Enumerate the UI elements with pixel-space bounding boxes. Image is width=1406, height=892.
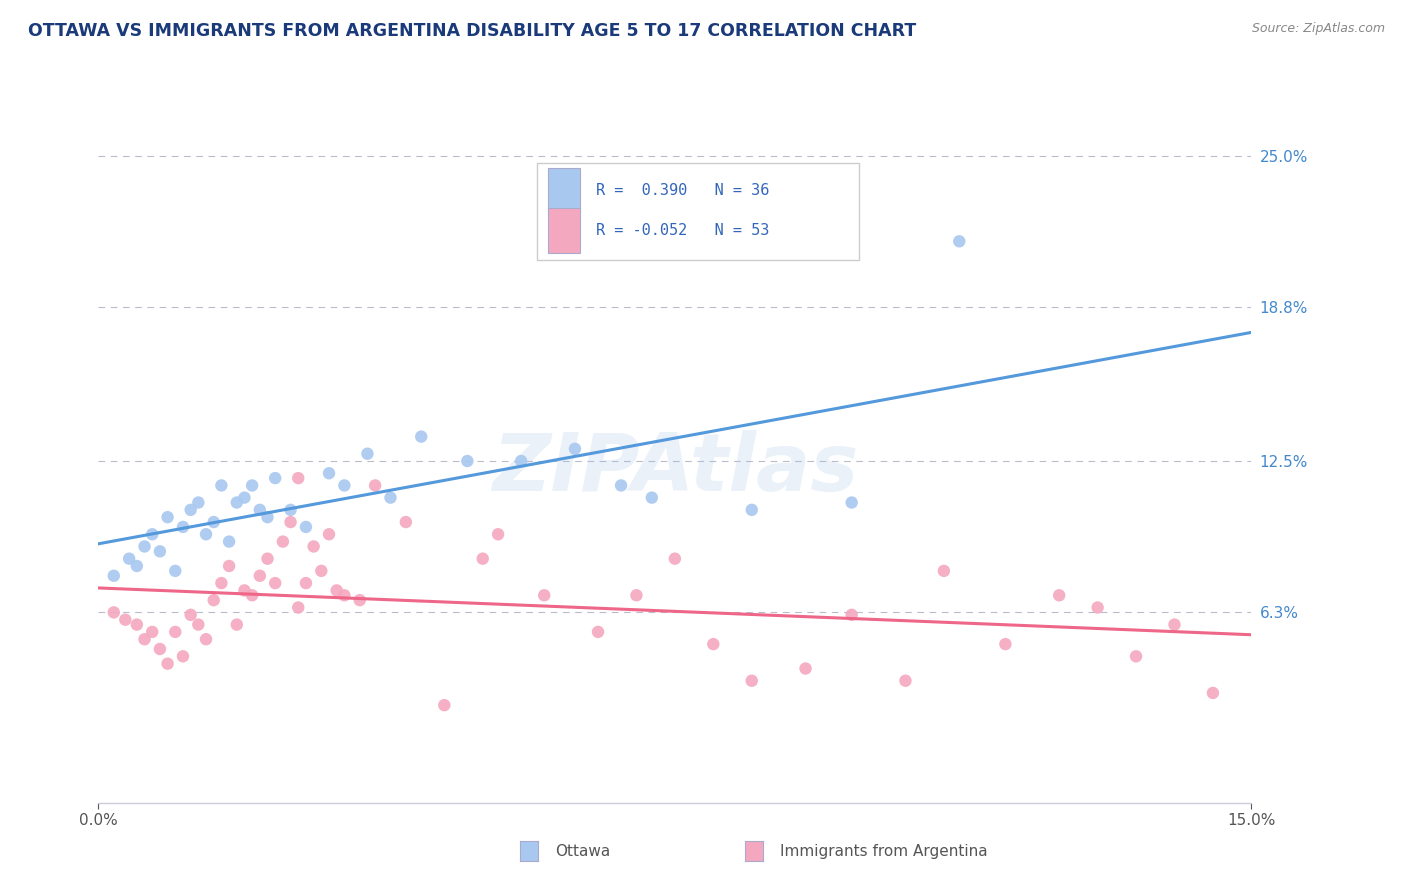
Point <box>564 442 586 456</box>
Point <box>202 515 225 529</box>
Point <box>994 637 1017 651</box>
Point <box>287 471 309 485</box>
Point <box>165 564 187 578</box>
Point <box>280 515 302 529</box>
Point <box>103 568 125 582</box>
Point <box>264 576 287 591</box>
Point <box>165 624 187 639</box>
FancyBboxPatch shape <box>548 168 581 213</box>
Point <box>209 576 232 591</box>
Point <box>287 600 309 615</box>
Point <box>311 564 333 578</box>
Point <box>149 642 172 657</box>
Point <box>295 576 318 591</box>
Point <box>1047 588 1070 602</box>
Point <box>249 503 271 517</box>
Point <box>195 632 218 647</box>
Point <box>610 478 633 492</box>
Point <box>356 447 378 461</box>
Point <box>510 454 533 468</box>
Point <box>433 698 456 713</box>
Point <box>302 540 325 554</box>
Point <box>325 583 347 598</box>
Point <box>218 559 240 574</box>
Point <box>1163 617 1185 632</box>
Point <box>256 551 278 566</box>
Point <box>256 510 278 524</box>
Point <box>187 617 209 632</box>
Point <box>1087 600 1109 615</box>
Point <box>295 520 318 534</box>
Point <box>134 632 156 647</box>
Point <box>333 478 356 492</box>
Point <box>794 661 817 675</box>
Point <box>180 503 202 517</box>
Point <box>471 551 494 566</box>
Point <box>202 593 225 607</box>
Point <box>149 544 172 558</box>
FancyBboxPatch shape <box>537 162 859 260</box>
Point <box>318 527 340 541</box>
Point <box>364 478 387 492</box>
Point <box>172 649 194 664</box>
Point <box>103 606 125 620</box>
Text: R = -0.052   N = 53: R = -0.052 N = 53 <box>596 223 770 238</box>
Point <box>134 540 156 554</box>
Point <box>741 673 763 688</box>
Point <box>180 607 202 622</box>
Point <box>894 673 917 688</box>
Point <box>225 495 247 509</box>
Point <box>209 478 232 492</box>
Point <box>486 527 509 541</box>
Text: ZIPAtlas: ZIPAtlas <box>492 430 858 508</box>
Point <box>395 515 418 529</box>
Point <box>841 495 863 509</box>
Point <box>233 583 256 598</box>
Point <box>841 607 863 622</box>
Point <box>456 454 478 468</box>
Point <box>280 503 302 517</box>
Point <box>233 491 256 505</box>
Point <box>218 534 240 549</box>
Text: Immigrants from Argentina: Immigrants from Argentina <box>780 845 988 859</box>
Point <box>125 617 148 632</box>
Point <box>626 588 648 602</box>
Point <box>125 559 148 574</box>
Point <box>318 467 340 481</box>
Point <box>349 593 371 607</box>
Point <box>249 568 271 582</box>
Text: R =  0.390   N = 36: R = 0.390 N = 36 <box>596 183 770 198</box>
Text: OTTAWA VS IMMIGRANTS FROM ARGENTINA DISABILITY AGE 5 TO 17 CORRELATION CHART: OTTAWA VS IMMIGRANTS FROM ARGENTINA DISA… <box>28 22 917 40</box>
Point <box>195 527 218 541</box>
Point <box>114 613 136 627</box>
Point <box>156 510 179 524</box>
Point <box>380 491 402 505</box>
Point <box>1125 649 1147 664</box>
Point <box>172 520 194 534</box>
Point <box>156 657 179 671</box>
FancyBboxPatch shape <box>548 208 581 253</box>
Point <box>948 235 970 249</box>
Point <box>187 495 209 509</box>
Point <box>741 503 763 517</box>
Text: Ottawa: Ottawa <box>555 845 610 859</box>
Point <box>664 551 686 566</box>
Point <box>1202 686 1225 700</box>
Point <box>702 637 724 651</box>
Point <box>333 588 356 602</box>
Text: Source: ZipAtlas.com: Source: ZipAtlas.com <box>1251 22 1385 36</box>
Point <box>141 527 163 541</box>
Point <box>118 551 141 566</box>
Point <box>240 478 263 492</box>
Point <box>271 534 294 549</box>
Point <box>586 624 609 639</box>
Point <box>932 564 955 578</box>
Point <box>225 617 247 632</box>
Point <box>264 471 287 485</box>
Point <box>141 624 163 639</box>
Point <box>240 588 263 602</box>
Point <box>411 429 433 443</box>
Point <box>641 491 664 505</box>
Point <box>533 588 555 602</box>
